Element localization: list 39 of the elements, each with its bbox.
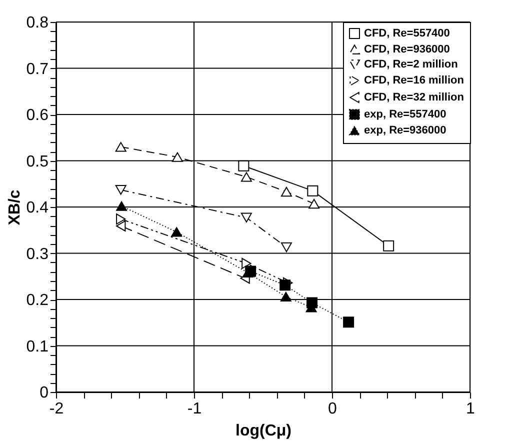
legend-label: CFD, Re=557400 [364,28,450,40]
point [238,160,250,172]
point [115,185,126,195]
point [280,242,292,252]
y-tick-label: 0.7 [26,60,49,78]
legend-label: CFD, Re=16 million [364,74,464,86]
point [280,280,291,291]
point [115,142,126,152]
y-tick-label: 0.6 [26,107,49,124]
point [171,227,182,237]
point [308,198,320,209]
x-tick-label: -2 [49,400,64,418]
point [242,258,252,269]
y-tick-label: 0.2 [26,292,49,309]
x-tick-label: 1 [466,400,476,418]
legend-label: exp, Re=936000 [364,124,446,136]
point [343,316,354,328]
legend-label: CFD, Re=936000 [364,44,450,56]
y-tick-label: 0.1 [26,338,49,356]
x-tick-label: -1 [187,400,202,418]
point [383,240,394,252]
legend-label: CFD, Re=2 million [364,58,458,70]
legend-label: exp, Re=557400 [364,108,446,120]
y-tick-label: 0.8 [26,14,49,32]
y-tick-label: 0.4 [26,200,49,216]
point [307,185,318,196]
point [240,172,252,182]
x-axis-title: log(Cμ) [236,422,292,440]
point [116,201,128,211]
y-tick-label: 0 [40,384,49,402]
y-tick-label: 0.3 [26,246,49,263]
point [280,186,292,197]
point [280,292,292,302]
y-axis-title: XB/c [6,190,24,226]
legend-label: CFD, Re=32 million [364,92,464,104]
x-tick-label: 0 [328,400,338,418]
y-tick-label: 0.5 [26,153,49,170]
point [172,152,183,162]
point [240,212,252,222]
